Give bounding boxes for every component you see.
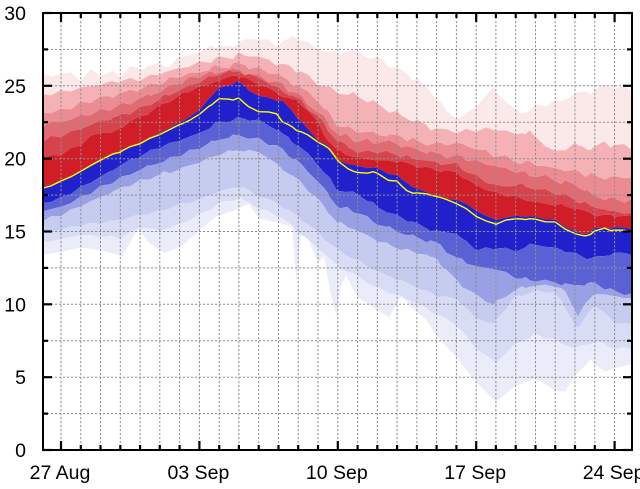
svg-text:15: 15: [4, 222, 26, 244]
svg-text:5: 5: [15, 367, 26, 389]
svg-text:03 Sep: 03 Sep: [167, 462, 229, 484]
svg-text:10 Sep: 10 Sep: [306, 462, 368, 484]
svg-text:20: 20: [4, 149, 26, 171]
svg-text:30: 30: [4, 3, 26, 25]
svg-text:27 Aug: 27 Aug: [30, 462, 91, 484]
svg-text:24 Sep: 24 Sep: [583, 462, 640, 484]
svg-text:17 Sep: 17 Sep: [444, 462, 506, 484]
svg-text:25: 25: [4, 76, 26, 98]
svg-text:0: 0: [15, 440, 26, 462]
svg-text:10: 10: [4, 294, 26, 316]
